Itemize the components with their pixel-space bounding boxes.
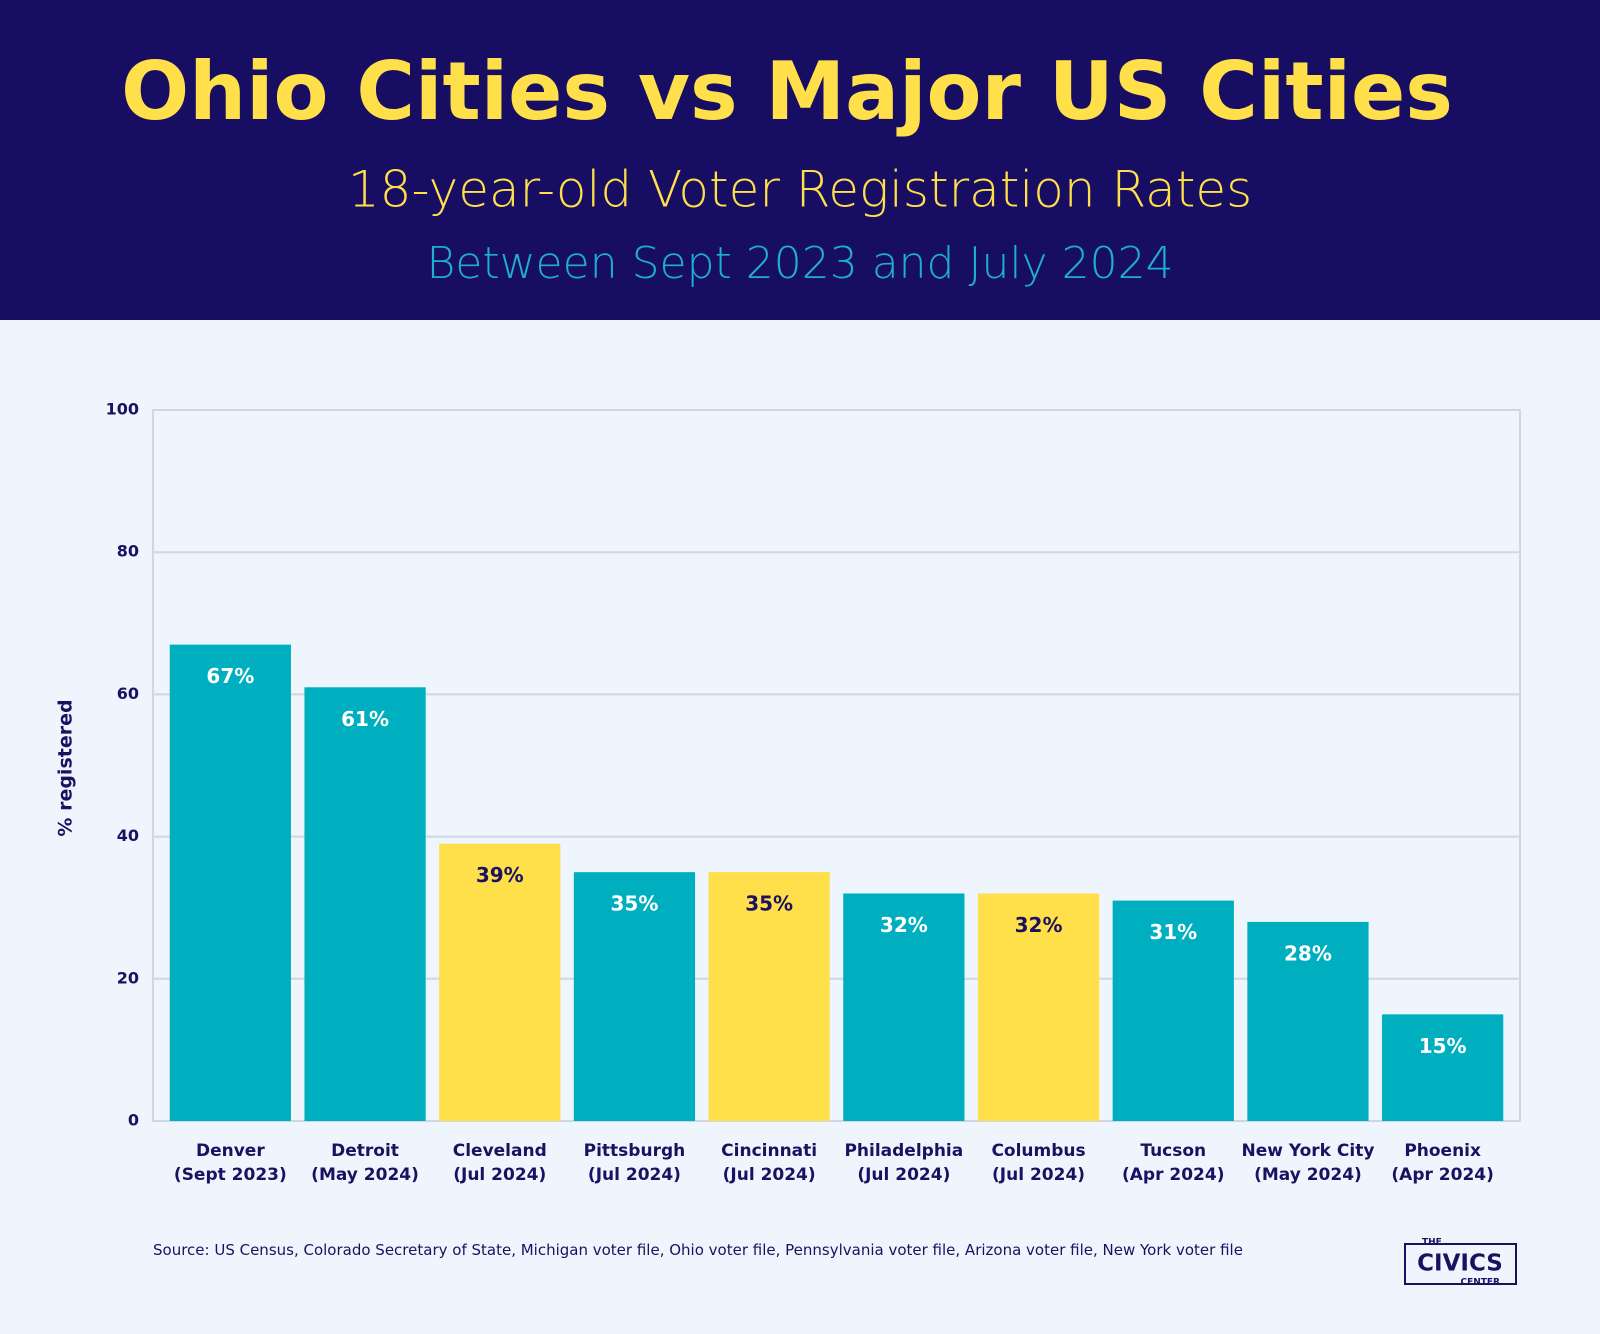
y-tick-label: 60 bbox=[117, 684, 139, 703]
x-tick-date: (Jul 2024) bbox=[588, 1165, 681, 1185]
value-label: 35% bbox=[745, 892, 793, 916]
value-label: 61% bbox=[341, 707, 389, 731]
bar bbox=[169, 644, 291, 1121]
x-tick-label: Denver bbox=[196, 1141, 265, 1161]
chart-period: Between Sept 2023 and July 2024 bbox=[426, 238, 1173, 289]
value-label: 31% bbox=[1149, 920, 1197, 944]
value-label: 67% bbox=[206, 664, 254, 688]
value-label: 32% bbox=[880, 913, 928, 937]
bar bbox=[1112, 900, 1234, 1121]
x-tick-date: (May 2024) bbox=[1254, 1165, 1362, 1185]
x-tick-date: (Jul 2024) bbox=[857, 1165, 950, 1185]
x-tick-label: Tucson bbox=[1140, 1141, 1206, 1161]
logo-box bbox=[1404, 1243, 1517, 1285]
bar bbox=[573, 872, 696, 1121]
x-tick-label: Detroit bbox=[331, 1141, 399, 1161]
x-tick-label: Columbus bbox=[991, 1141, 1085, 1161]
value-label: 35% bbox=[611, 892, 659, 916]
value-label: 28% bbox=[1284, 941, 1332, 965]
header-band bbox=[0, 0, 1600, 320]
x-tick-date: (Jul 2024) bbox=[992, 1165, 1085, 1185]
value-label: 32% bbox=[1015, 913, 1063, 937]
bar bbox=[1247, 921, 1369, 1121]
x-tick-label: Phoenix bbox=[1404, 1141, 1481, 1161]
logo-main: CIVICS bbox=[1417, 1251, 1503, 1277]
x-tick-label: New York City bbox=[1241, 1141, 1374, 1161]
y-axis-label: % registered bbox=[55, 699, 77, 836]
value-label: 15% bbox=[1419, 1034, 1467, 1058]
y-tick-label: 20 bbox=[117, 968, 139, 987]
value-label: 39% bbox=[476, 863, 524, 887]
bar bbox=[1382, 1014, 1504, 1121]
logo-top: THE bbox=[1422, 1238, 1442, 1248]
x-tick-label: Cincinnati bbox=[721, 1141, 817, 1161]
chart-subtitle: 18-year-old Voter Registration Rates bbox=[348, 161, 1252, 219]
bar bbox=[977, 893, 1100, 1121]
y-tick-label: 80 bbox=[117, 542, 139, 561]
x-tick-date: (Apr 2024) bbox=[1391, 1165, 1493, 1185]
x-tick-label: Pittsburgh bbox=[584, 1141, 686, 1161]
x-tick-date: (Apr 2024) bbox=[1122, 1165, 1224, 1185]
source-note: Source: US Census, Colorado Secretary of… bbox=[153, 1241, 1243, 1259]
y-tick-label: 0 bbox=[128, 1111, 139, 1130]
x-tick-label: Cleveland bbox=[453, 1141, 547, 1161]
bar bbox=[304, 687, 426, 1121]
bar bbox=[439, 843, 561, 1121]
x-tick-date: (Jul 2024) bbox=[453, 1165, 546, 1185]
x-tick-date: (Jul 2024) bbox=[723, 1165, 816, 1185]
y-tick-label: 100 bbox=[106, 400, 139, 419]
bar bbox=[843, 893, 965, 1121]
y-tick-label: 40 bbox=[117, 826, 139, 845]
chart-title: Ohio Cities vs Major US Cities bbox=[121, 45, 1453, 138]
logo-bottom: CENTER bbox=[1460, 1278, 1500, 1288]
bar bbox=[708, 872, 830, 1121]
logo: THE CIVICS CENTER bbox=[1404, 1238, 1517, 1288]
x-tick-label: Philadelphia bbox=[844, 1141, 963, 1161]
x-tick-date: (Sept 2023) bbox=[174, 1165, 287, 1185]
x-tick-date: (May 2024) bbox=[311, 1165, 419, 1185]
